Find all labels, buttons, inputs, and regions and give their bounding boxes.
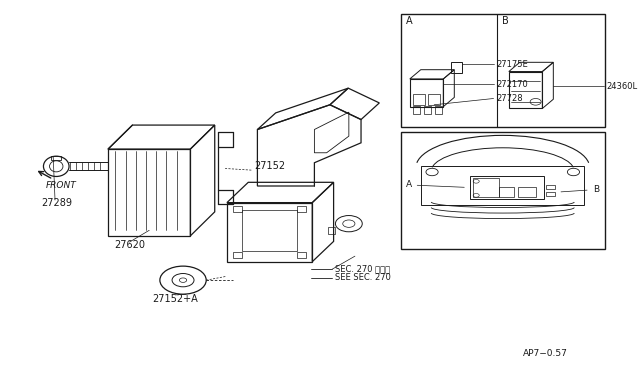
Bar [546,185,555,189]
Bar [242,210,297,251]
Text: B: B [502,16,508,26]
Bar [328,227,335,234]
Bar [233,206,242,212]
Text: 272170: 272170 [497,80,529,89]
Text: FRONT: FRONT [46,181,77,190]
Bar [233,253,242,258]
Text: SEE SEC. 270: SEE SEC. 270 [335,273,391,282]
Bar [413,106,420,114]
Text: 27152: 27152 [254,161,285,171]
Text: 24360L: 24360L [607,82,638,91]
Bar [435,106,442,114]
Text: 27152+A: 27152+A [152,294,198,304]
Bar [546,192,555,196]
Bar [428,94,440,105]
Bar [470,176,543,199]
Text: 27620: 27620 [114,240,145,250]
Bar [401,14,605,127]
Bar [424,106,431,114]
Bar [297,206,306,212]
Bar [401,132,605,249]
Text: SEC. 270 向車检: SEC. 270 向車检 [335,264,390,273]
Bar [421,166,584,205]
Bar [473,177,499,197]
Bar [297,253,306,258]
Bar [499,187,514,197]
Text: AP7−0.57: AP7−0.57 [523,350,568,359]
Bar [518,187,536,197]
Bar [413,94,425,105]
Text: 27728: 27728 [497,94,524,103]
Text: 27175E: 27175E [497,60,529,69]
Text: A: A [406,16,412,26]
Bar [451,62,462,73]
Text: 27289: 27289 [41,198,72,208]
Text: B: B [561,185,599,194]
Bar [51,156,61,160]
Bar [108,149,190,236]
Text: A: A [406,180,464,189]
